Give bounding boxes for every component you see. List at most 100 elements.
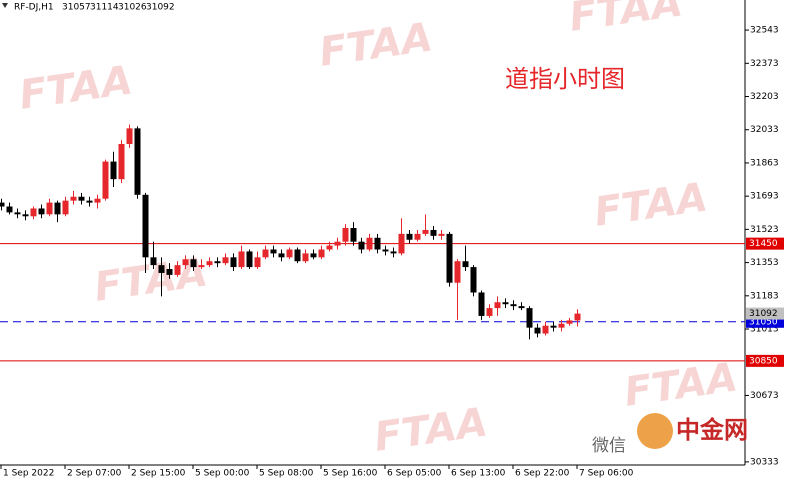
candle-body — [454, 261, 461, 283]
x-tick-label: 5 Sep 16:00 — [323, 469, 378, 479]
candle-body — [70, 196, 77, 201]
candle-body — [158, 265, 165, 273]
candle-body — [366, 237, 373, 250]
candle-body — [422, 229, 429, 234]
candle-body — [22, 214, 29, 217]
candle-body — [566, 320, 573, 324]
level-label-box — [746, 237, 784, 250]
y-tick-label: 30673 — [750, 391, 779, 401]
y-tick-label: 31863 — [750, 158, 779, 168]
x-tick-label: 6 Sep 22:00 — [515, 469, 570, 479]
overlay-logo: 中金网 — [676, 416, 748, 444]
candle-body — [190, 259, 197, 268]
candle-body — [510, 304, 517, 307]
candle-body — [350, 228, 357, 242]
candle-body — [142, 194, 149, 258]
level-label: 30850 — [749, 356, 778, 366]
y-tick-label: 31013 — [750, 325, 779, 335]
x-tick-label: 5 Sep 08:00 — [259, 469, 314, 479]
candle-body — [214, 261, 221, 264]
candle-body — [550, 325, 557, 328]
candle-body — [302, 253, 309, 262]
candle-body — [438, 233, 445, 236]
candle-body — [54, 202, 61, 215]
price-label: 31092 — [749, 309, 778, 319]
candle-body — [94, 198, 101, 203]
candle-body — [38, 208, 45, 215]
price-label-box — [746, 307, 784, 320]
symbol: RF-DJ,H1 — [14, 3, 54, 13]
y-tick-label: 31353 — [750, 258, 779, 268]
candle-body — [118, 143, 125, 180]
candle-body — [534, 327, 541, 334]
candle-body — [254, 257, 261, 268]
candle-body — [102, 161, 109, 199]
candle-body — [326, 245, 333, 250]
candle-body — [334, 241, 341, 246]
ohlc-low: 31026 — [118, 3, 147, 13]
candle-body — [478, 292, 485, 316]
candle-body — [462, 261, 469, 268]
candle-body — [390, 251, 397, 254]
candle-body — [166, 269, 173, 275]
candle-body — [30, 208, 37, 217]
y-tick-label: 31693 — [750, 192, 779, 202]
candle-body — [46, 202, 53, 215]
x-tick-label: 6 Sep 13:00 — [451, 469, 506, 479]
candle-body — [134, 128, 141, 195]
candle-body — [494, 302, 501, 309]
level-label-box — [746, 354, 784, 367]
y-tick-label: 32203 — [750, 92, 779, 102]
annotation: 道指小时图 — [505, 65, 625, 93]
x-tick-label: 7 Sep 06:00 — [579, 469, 634, 479]
candle-body — [78, 196, 85, 201]
candle-body — [486, 308, 493, 316]
candle-body — [318, 249, 325, 258]
candle-body — [14, 212, 21, 215]
candle-body — [470, 267, 477, 293]
ohlc-open: 31057 — [62, 3, 91, 13]
candle-body — [342, 228, 349, 242]
candle-body — [198, 265, 205, 268]
candle-body — [502, 302, 509, 305]
candle-body — [246, 251, 253, 268]
candle-body — [0, 202, 5, 207]
menu-icon — [2, 3, 8, 8]
candle-body — [286, 249, 293, 258]
candle-body — [414, 233, 421, 240]
candle-body — [374, 237, 381, 250]
candle-body — [262, 249, 269, 258]
candle-body — [62, 200, 69, 215]
x-tick-label: 6 Sep 05:00 — [387, 469, 442, 479]
candle-body — [398, 233, 405, 254]
x-tick-label: 5 Sep 00:00 — [195, 469, 250, 479]
candle-body — [558, 323, 565, 328]
candle-body — [206, 261, 213, 266]
candle-body — [222, 257, 229, 264]
y-tick-label: 32373 — [750, 59, 779, 69]
overlay-text: 微信 — [592, 436, 626, 456]
candle-body — [526, 308, 533, 328]
x-tick-label: 1 Sep 2022 — [3, 469, 54, 479]
candle-body — [542, 325, 549, 334]
level-label: 31450 — [749, 239, 778, 249]
candle-body — [518, 306, 525, 309]
candle-body — [270, 249, 277, 254]
ohlc-high: 31114 — [90, 3, 119, 13]
candle-body — [126, 128, 133, 144]
candle-body — [182, 259, 189, 266]
candle-body — [310, 253, 317, 258]
candle-body — [382, 249, 389, 252]
candle-body — [150, 257, 157, 266]
logo-icon — [637, 413, 673, 449]
candle-body — [230, 257, 237, 268]
candle-body — [406, 233, 413, 240]
x-tick-label: 2 Sep 15:00 — [131, 469, 186, 479]
y-tick-label: 31523 — [750, 225, 779, 235]
candle-body — [294, 249, 301, 262]
ohlc-close: 31092 — [146, 3, 175, 13]
